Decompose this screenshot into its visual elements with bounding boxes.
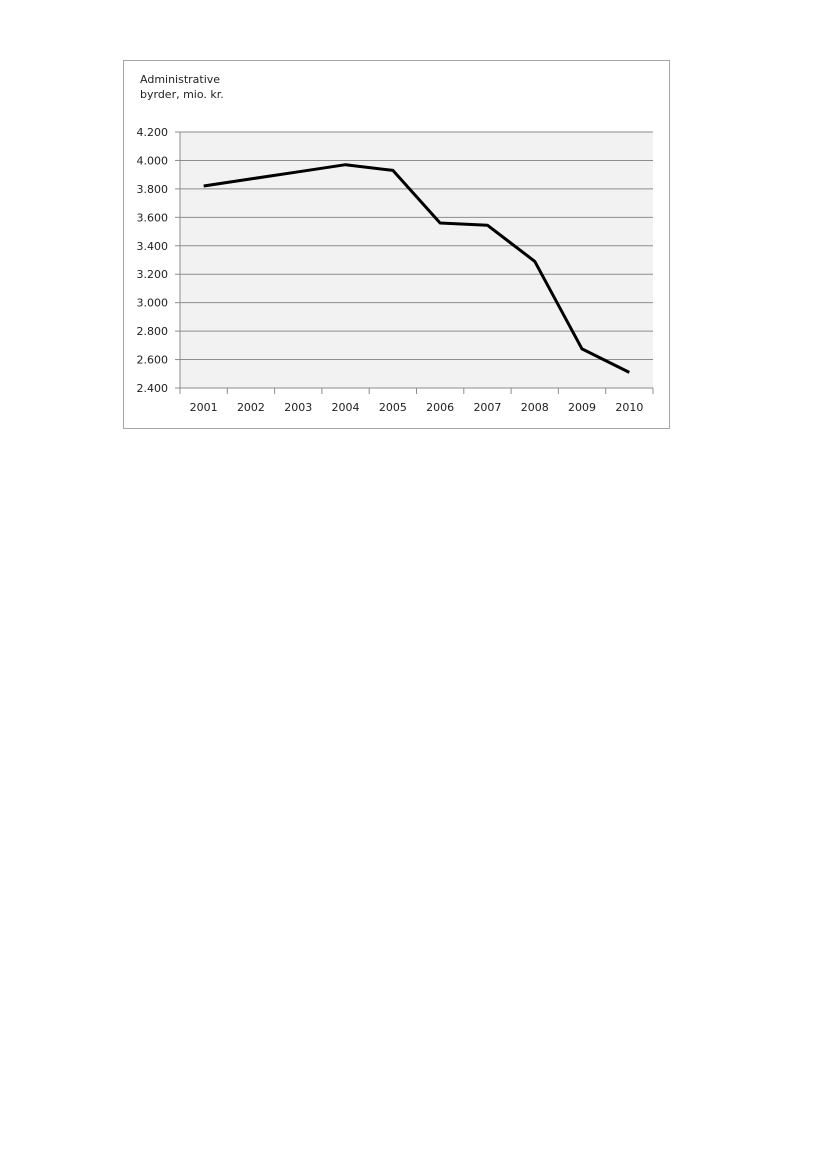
y-tick-label: 3.000 <box>137 297 169 310</box>
y-tick-label: 2.800 <box>137 325 169 338</box>
y-axis-label-line-1: Administrative <box>140 73 221 86</box>
y-tick-label: 3.800 <box>137 183 169 196</box>
x-tick-label: 2007 <box>473 401 501 414</box>
plot-area <box>180 132 653 388</box>
y-tick-label: 3.400 <box>137 240 169 253</box>
x-tick-label: 2009 <box>568 401 596 414</box>
y-tick-label: 3.600 <box>137 211 169 224</box>
y-tick-label: 4.200 <box>137 126 169 139</box>
x-tick-label: 2005 <box>379 401 407 414</box>
y-tick-label: 4.000 <box>137 154 169 167</box>
x-tick-label: 2010 <box>615 401 643 414</box>
y-tick-label: 2.600 <box>137 354 169 367</box>
y-tick-label: 3.200 <box>137 268 169 281</box>
y-axis-label-line-2: byrder, mio. kr. <box>140 88 224 101</box>
x-tick-label: 2004 <box>332 401 360 414</box>
x-tick-label: 2001 <box>190 401 218 414</box>
x-tick-label: 2002 <box>237 401 265 414</box>
series-line <box>203 163 630 374</box>
x-tick-label: 2008 <box>521 401 549 414</box>
x-tick-label: 2003 <box>284 401 312 414</box>
x-tick-label: 2006 <box>426 401 454 414</box>
y-tick-label: 2.400 <box>137 382 169 395</box>
